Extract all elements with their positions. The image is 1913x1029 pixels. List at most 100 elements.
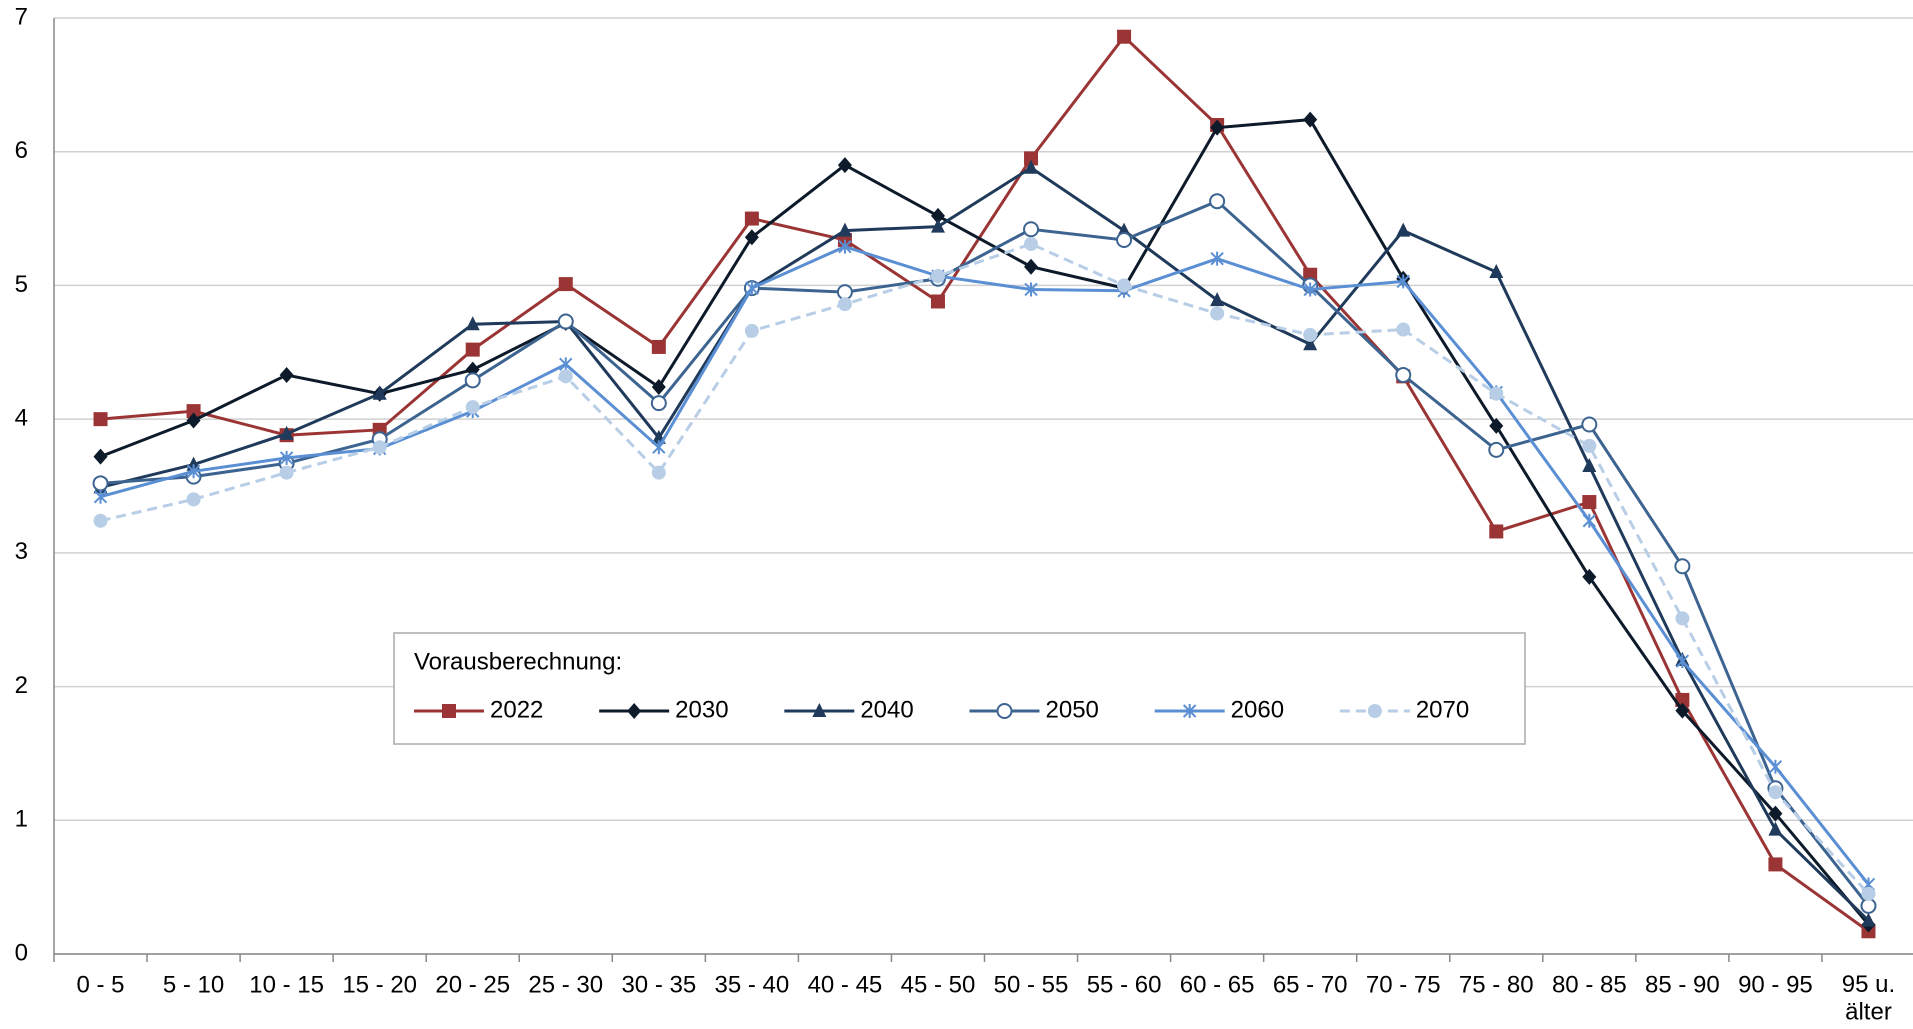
legend [393,632,1526,745]
marker [1024,151,1039,166]
marker [93,448,108,465]
marker [186,492,201,507]
marker [465,400,480,415]
marker [93,489,108,504]
marker [1024,282,1038,297]
y-tick-label: 2 [15,672,28,699]
x-tick-label: 70 - 75 [1366,971,1441,998]
marker [1582,568,1597,585]
marker [1674,558,1691,575]
marker [1489,264,1504,279]
marker [372,385,387,400]
marker [1488,441,1505,458]
x-tick-label: 55 - 60 [1087,971,1162,998]
legend-label: 2040 [860,696,913,723]
marker [837,297,852,312]
legend-label: 2030 [675,696,728,723]
x-tick-label: 45 - 50 [901,971,976,998]
x-tick-label: 25 - 30 [528,971,603,998]
marker [1582,457,1597,472]
marker [186,464,201,479]
marker [1675,611,1690,626]
marker [1303,336,1318,351]
x-tick-label: 0 - 5 [77,971,125,998]
y-tick-label: 7 [15,3,28,30]
legend-marker [812,703,827,717]
marker [651,465,666,480]
marker [1675,702,1690,719]
marker [186,412,201,429]
series-line [100,242,1870,895]
marker [744,211,759,226]
marker [1210,306,1225,321]
legend-marker [996,703,1013,719]
marker [1303,111,1318,128]
x-tick-label: 20 - 25 [435,971,510,998]
x-tick-label: 75 - 80 [1459,971,1534,998]
legend-title: Vorausberechnung: [414,648,622,675]
marker [1117,278,1132,293]
marker [558,277,573,292]
legend-marker [627,703,642,719]
x-tick-label: 5 - 10 [163,971,224,998]
marker [186,404,201,419]
y-tick-label: 4 [15,404,28,431]
marker [1303,327,1318,342]
y-tick-label: 0 [15,939,28,966]
marker [1209,193,1226,210]
marker [557,313,574,330]
marker [650,395,667,412]
marker [744,323,759,338]
x-tick-label: 35 - 40 [715,971,790,998]
marker [930,269,945,284]
x-tick-label: 50 - 55 [994,971,1069,998]
marker [465,316,480,331]
marker [558,369,573,384]
marker [744,229,759,246]
marker [930,218,945,233]
marker [279,425,294,440]
legend-label: 2050 [1046,696,1099,723]
x-tick-label: 85 - 90 [1645,971,1720,998]
marker [930,207,945,224]
marker [651,339,666,354]
marker [745,281,759,296]
marker [465,342,480,357]
legend-label: 2070 [1416,696,1469,723]
marker [1860,897,1877,914]
marker [1303,267,1318,282]
marker [279,465,294,480]
marker [1396,222,1411,237]
legend-marker [442,704,456,718]
marker [1396,322,1411,337]
x-tick-label: 80 - 85 [1552,971,1627,998]
y-tick-label: 6 [15,137,28,164]
x-tick-label: 10 - 15 [249,971,324,998]
x-tick-label: 30 - 35 [621,971,696,998]
marker [1768,785,1783,800]
marker [838,239,852,254]
marker [837,222,852,237]
marker [1861,886,1876,901]
legend-marker [1182,704,1197,718]
series-line [99,118,1870,926]
marker [1768,857,1783,872]
marker [836,284,853,301]
marker [1303,282,1317,297]
marker [1116,231,1133,248]
marker [1117,29,1132,44]
marker [279,450,294,465]
x-tick-label: 40 - 45 [808,971,883,998]
marker [372,440,387,455]
marker [1210,119,1225,136]
marker [1489,417,1504,434]
y-tick-label: 1 [15,806,28,833]
x-tick-label: 95 u. älter [1842,971,1895,1026]
x-tick-label: 65 - 70 [1273,971,1348,998]
marker [1768,805,1783,822]
y-tick-label: 3 [15,538,28,565]
marker [464,372,481,389]
marker [1210,292,1225,307]
